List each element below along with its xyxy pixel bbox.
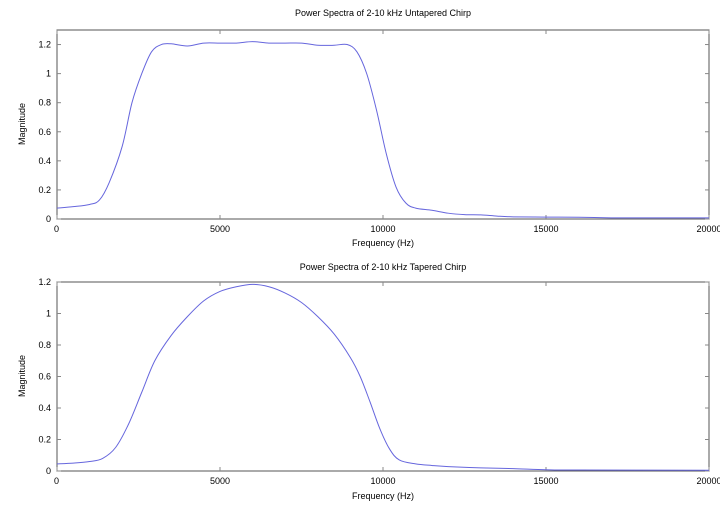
x-axis-label: Frequency (Hz) [352, 238, 414, 248]
y-tick-label: 1 [46, 309, 51, 319]
chart-untapered: Power Spectra of 2-10 kHz Untapered Chir… [17, 8, 720, 248]
y-tick-label: 1 [46, 69, 51, 79]
x-tick-label: 15000 [533, 476, 558, 486]
x-tick-label: 20000 [696, 476, 720, 486]
y-tick-label: 0.6 [38, 372, 51, 382]
y-tick-label: 0.2 [38, 185, 51, 195]
x-axis-label: Frequency (Hz) [352, 491, 414, 501]
x-tick-label: 10000 [370, 224, 395, 234]
x-tick-label: 5000 [210, 476, 230, 486]
y-tick-label: 0.4 [38, 156, 51, 166]
series-line [56, 41, 709, 219]
y-tick-label: 0.8 [38, 340, 51, 350]
x-tick-label: 0 [54, 476, 59, 486]
y-tick-label: 0.8 [38, 98, 51, 108]
y-tick-label: 1.2 [38, 40, 51, 50]
x-tick-label: 20000 [696, 224, 720, 234]
chart-tapered: Power Spectra of 2-10 kHz Tapered Chirp … [17, 262, 720, 501]
chart-title: Power Spectra of 2-10 kHz Tapered Chirp [300, 262, 466, 272]
y-tick-label: 0 [46, 214, 51, 224]
x-tick-label: 15000 [533, 224, 558, 234]
series-line [56, 283, 710, 471]
x-tick-label: 5000 [210, 224, 230, 234]
y-axis-label: Magnitude [17, 103, 27, 145]
y-axis-label: Magnitude [17, 355, 27, 397]
x-tick-label: 10000 [370, 476, 395, 486]
y-tick-label: 1.2 [38, 277, 51, 287]
y-tick-label: 0 [46, 466, 51, 476]
plot-frame [56, 29, 710, 220]
chart-title: Power Spectra of 2-10 kHz Untapered Chir… [295, 8, 471, 18]
x-tick-label: 0 [54, 224, 59, 234]
y-tick-label: 0.6 [38, 127, 51, 137]
y-tick-label: 0.4 [38, 403, 51, 413]
y-tick-label: 0.2 [38, 435, 51, 445]
plot-frame [56, 281, 710, 472]
